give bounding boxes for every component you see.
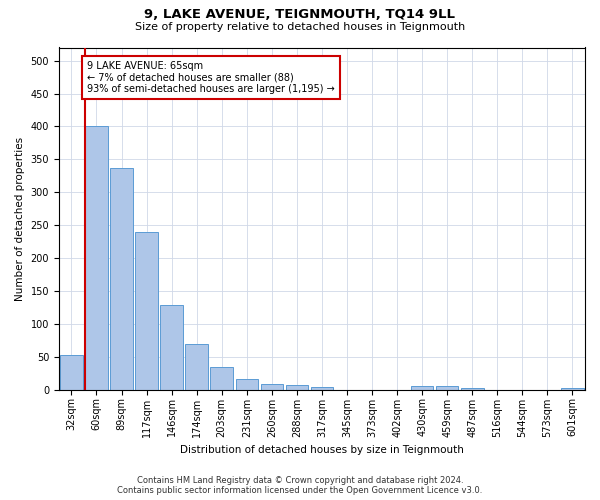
Bar <box>260 384 283 390</box>
Bar <box>436 386 458 390</box>
Bar <box>286 385 308 390</box>
Text: 9, LAKE AVENUE, TEIGNMOUTH, TQ14 9LL: 9, LAKE AVENUE, TEIGNMOUTH, TQ14 9LL <box>145 8 455 20</box>
Bar <box>236 379 258 390</box>
Bar <box>461 388 484 390</box>
Bar <box>85 126 108 390</box>
Bar <box>211 366 233 390</box>
Text: Contains HM Land Registry data © Crown copyright and database right 2024.
Contai: Contains HM Land Registry data © Crown c… <box>118 476 482 495</box>
Bar <box>411 386 433 390</box>
X-axis label: Distribution of detached houses by size in Teignmouth: Distribution of detached houses by size … <box>180 445 464 455</box>
Text: 9 LAKE AVENUE: 65sqm
← 7% of detached houses are smaller (88)
93% of semi-detach: 9 LAKE AVENUE: 65sqm ← 7% of detached ho… <box>87 60 335 94</box>
Bar <box>311 387 333 390</box>
Bar <box>110 168 133 390</box>
Bar <box>160 306 183 390</box>
Bar <box>185 344 208 390</box>
Text: Size of property relative to detached houses in Teignmouth: Size of property relative to detached ho… <box>135 22 465 32</box>
Bar <box>136 232 158 390</box>
Y-axis label: Number of detached properties: Number of detached properties <box>15 136 25 300</box>
Bar <box>60 356 83 390</box>
Bar <box>561 388 584 390</box>
